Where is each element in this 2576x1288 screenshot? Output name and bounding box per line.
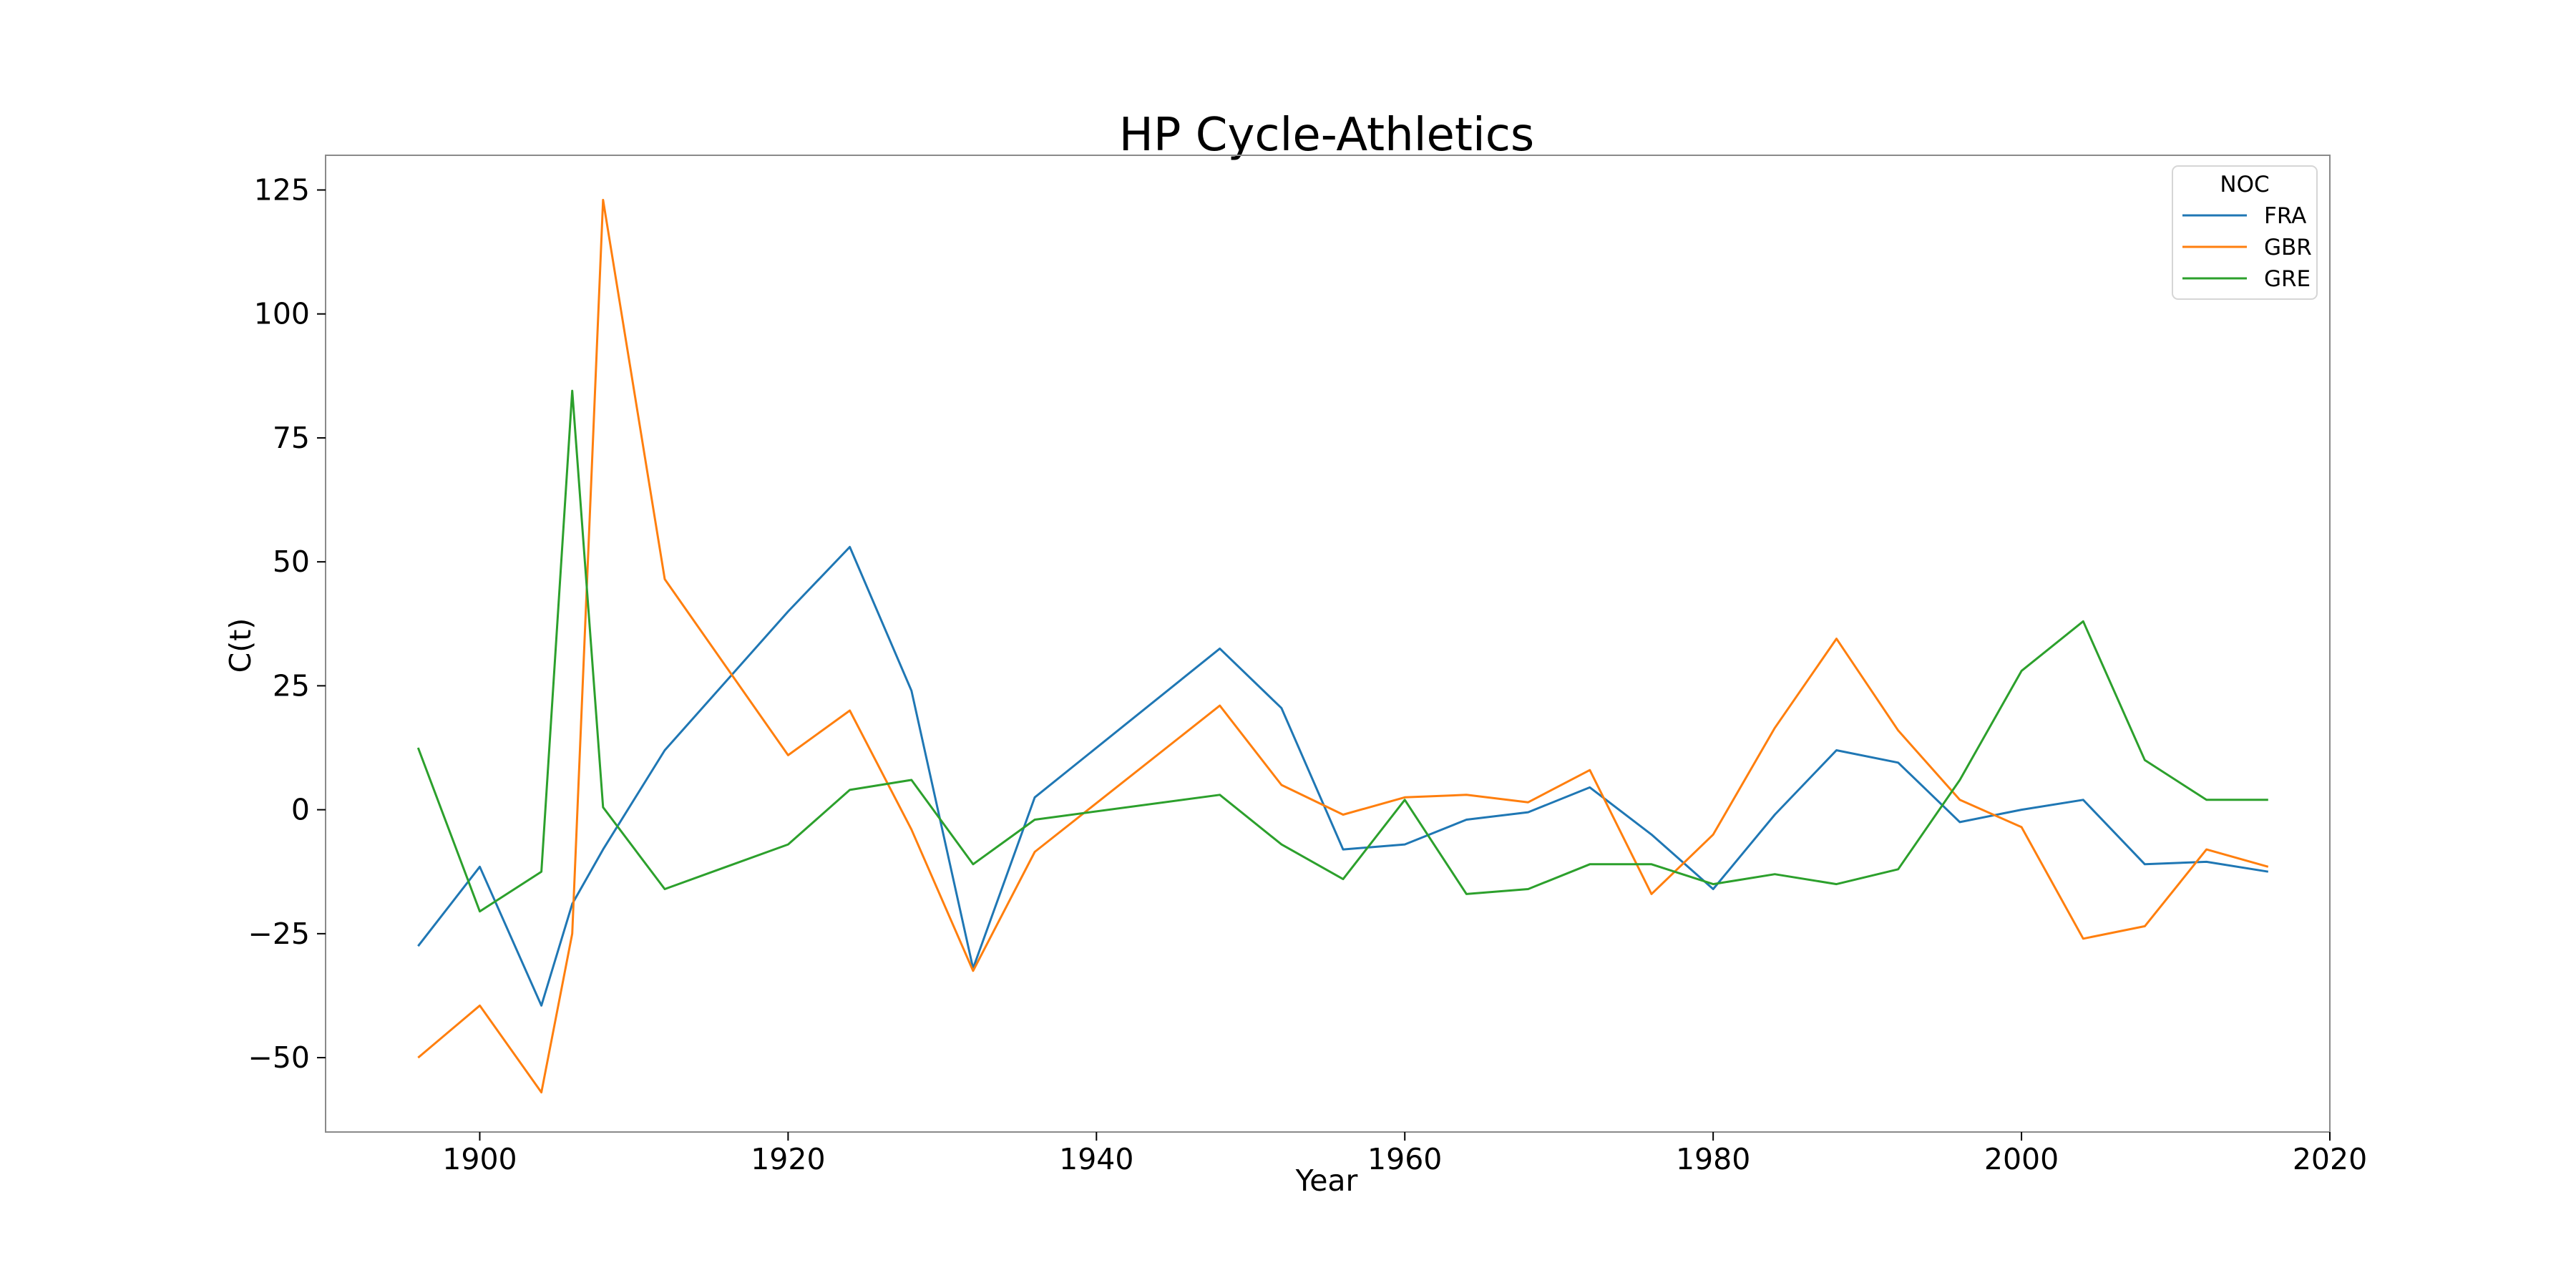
legend-label-gre: GRE bbox=[2264, 266, 2311, 292]
series-line-gbr bbox=[417, 198, 2269, 1094]
x-tick-label: 1900 bbox=[442, 1142, 517, 1176]
series-line-fra bbox=[417, 545, 2269, 1007]
x-tick-label: 2000 bbox=[1984, 1142, 2059, 1176]
chart-title: HP Cycle-Athletics bbox=[1119, 109, 1535, 162]
y-axis-label: C(t) bbox=[223, 618, 258, 673]
x-tick-label: 1920 bbox=[751, 1142, 825, 1176]
x-tick-label: 1960 bbox=[1367, 1142, 1442, 1176]
y-tick-label: 0 bbox=[291, 793, 310, 827]
legend-box bbox=[2172, 165, 2318, 300]
y-axis: −50 −25 0 25 50 75 100 125 bbox=[248, 173, 326, 1075]
legend: NOC FRA GBR GRE bbox=[2172, 165, 2318, 300]
y-tick-label: −50 bbox=[248, 1040, 310, 1075]
series-line-gre bbox=[416, 389, 2268, 913]
x-axis-label: Year bbox=[1295, 1163, 1358, 1198]
x-axis: 1900 1920 1940 1960 1980 2000 2020 bbox=[442, 1132, 2367, 1176]
y-tick-label: 50 bbox=[273, 545, 310, 579]
x-tick-label: 1940 bbox=[1059, 1142, 1133, 1176]
x-tick-label: 1980 bbox=[1676, 1142, 1750, 1176]
plot-frame bbox=[325, 155, 2331, 1133]
legend-label-gbr: GBR bbox=[2264, 235, 2312, 260]
y-tick-label: −25 bbox=[248, 917, 310, 951]
series-layer bbox=[416, 198, 2269, 1094]
y-tick-label: 75 bbox=[273, 421, 310, 455]
x-tick-label: 2020 bbox=[2293, 1142, 2367, 1176]
legend-label-fra: FRA bbox=[2264, 203, 2306, 229]
legend-title: NOC bbox=[2220, 172, 2269, 197]
y-tick-label: 100 bbox=[254, 297, 310, 331]
y-tick-label: 125 bbox=[254, 173, 310, 208]
y-tick-label: 25 bbox=[273, 668, 310, 703]
